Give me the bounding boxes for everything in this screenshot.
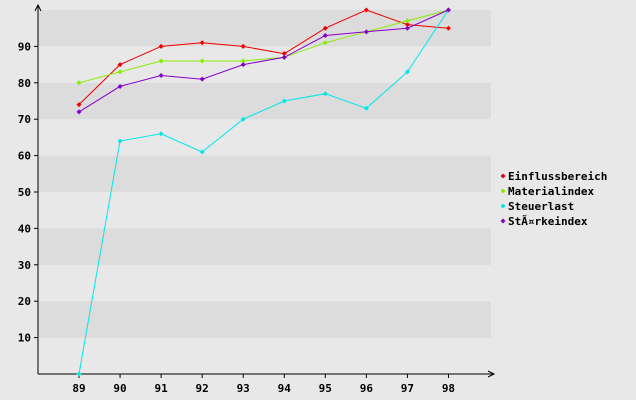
legend-marker (500, 173, 506, 179)
y-tick-label: 30 (18, 259, 31, 272)
axes (34, 3, 496, 378)
grid-band (38, 119, 491, 156)
grid-band (38, 46, 491, 83)
y-tick-label: 20 (18, 295, 31, 308)
data-point (445, 25, 451, 31)
grid-band (38, 192, 491, 229)
data-point (158, 43, 164, 49)
series-line (78, 9, 449, 105)
data-point (158, 58, 164, 64)
x-tick-label: 96 (360, 382, 374, 395)
data-point (322, 25, 328, 31)
data-point (158, 73, 164, 79)
legend-item: Einflussbereich (500, 170, 607, 183)
x-tick-label: 97 (401, 382, 414, 395)
x-axis-arrow (487, 370, 496, 378)
x-tick-label: 91 (154, 382, 168, 395)
data-point (363, 105, 369, 111)
legend-label: Materialindex (508, 185, 594, 198)
data-point (76, 80, 82, 86)
y-tick-label: 90 (18, 40, 31, 53)
data-point (199, 149, 205, 155)
data-point (363, 29, 369, 35)
data-point (117, 138, 123, 144)
grid-band (38, 10, 491, 47)
legend-item: StÃ¤rkeindex (500, 215, 588, 228)
grid-band (38, 82, 491, 120)
series-st-rkeindex (76, 7, 451, 115)
legend-label: Steuerlast (508, 200, 574, 213)
y-tick-label: 80 (18, 77, 31, 90)
legend: Einflussbereich Materialindex Steuerlast St… (500, 170, 607, 228)
y-tick-label: 50 (18, 186, 31, 199)
legend-marker (500, 218, 506, 224)
grid-band (38, 301, 491, 338)
data-point (404, 22, 410, 28)
data-point (199, 58, 205, 64)
grid-band (38, 155, 491, 192)
series-line (78, 9, 449, 84)
legend-item: Steuerlast (500, 200, 574, 213)
y-tick-label: 40 (18, 222, 31, 235)
data-point (281, 98, 287, 104)
data-point (199, 40, 205, 46)
data-point (76, 109, 82, 115)
grid-band (38, 228, 491, 265)
x-tick-label: 89 (72, 382, 85, 395)
data-point (240, 43, 246, 49)
data-point (404, 25, 410, 31)
x-tick-label: 98 (442, 382, 455, 395)
data-point (281, 54, 287, 60)
data-point (240, 58, 246, 64)
data-point (117, 69, 123, 75)
legend-marker (500, 203, 506, 209)
series-lines (76, 7, 451, 377)
data-point (240, 116, 246, 122)
y-axis-arrow (34, 3, 42, 12)
y-tick-label: 70 (18, 113, 31, 126)
grid-band (38, 337, 491, 374)
legend-label: Einflussbereich (508, 170, 607, 183)
data-point (199, 76, 205, 82)
data-point (363, 7, 369, 13)
data-point (76, 102, 82, 108)
x-tick-label: 92 (196, 382, 209, 395)
series-line (78, 9, 449, 113)
x-tick-label: 95 (319, 382, 332, 395)
data-point (117, 62, 123, 68)
x-tick-label: 90 (113, 382, 126, 395)
data-point (322, 32, 328, 38)
data-point (158, 131, 164, 137)
series-line (78, 9, 449, 375)
x-tick-label: 94 (278, 382, 292, 395)
y-tick-label: 60 (18, 150, 31, 163)
data-point (281, 51, 287, 57)
data-point (322, 40, 328, 46)
data-point (240, 62, 246, 68)
legend-marker (500, 188, 506, 194)
y-tick-label: 10 (18, 332, 31, 345)
series-einflussbereich (76, 7, 451, 108)
data-point (117, 83, 123, 89)
grid-band (38, 264, 491, 302)
legend-item: Materialindex (500, 185, 594, 198)
grid-bands (38, 10, 491, 374)
data-point (445, 7, 451, 13)
x-tick-label: 93 (237, 382, 250, 395)
data-point (404, 69, 410, 75)
data-point (76, 371, 82, 377)
data-point (322, 91, 328, 97)
data-point (404, 18, 410, 24)
legend-label: StÃ¤rkeindex (508, 215, 588, 228)
tick-labels: 10 20 30 40 50 60 70 80 90 89 90 91 92 93 94 95 96 97 98 (18, 40, 455, 395)
